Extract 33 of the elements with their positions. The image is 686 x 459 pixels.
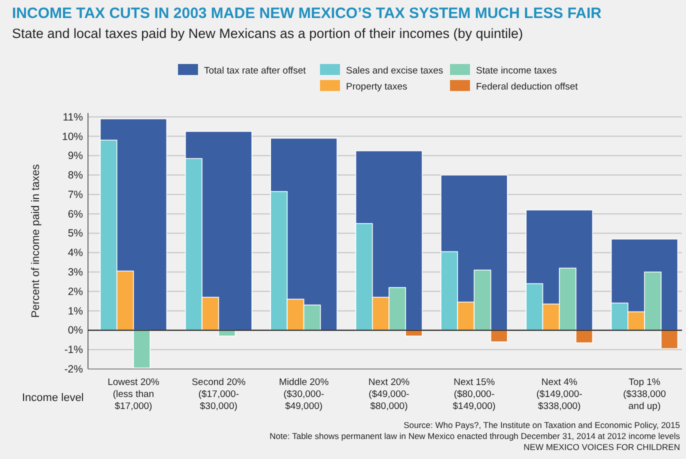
y-tick-label: 2% — [68, 286, 83, 298]
y-tick-label: 6% — [68, 208, 83, 220]
legend-label: Total tax rate after offset — [204, 66, 306, 76]
legend-label: Sales and excise taxes — [346, 66, 444, 76]
y-tick-label: -2% — [64, 364, 83, 376]
x-tick-label: Next 20% ($49,000- $80,000) — [368, 377, 410, 412]
legend-label: State income taxes — [476, 66, 558, 76]
y-tick-label: 4% — [68, 247, 83, 260]
x-tick-label: Second 20% ($17,000- $30,000) — [192, 377, 246, 412]
chart-title: INCOME TAX CUTS IN 2003 MADE NEW MEXICO’S TAX SYSTEM MUCH LESS FAIR — [12, 5, 602, 22]
x-tick-label: Next 15% ($80,000- $149,000) — [452, 377, 496, 412]
y-axis-title: Percent of income paid in taxes — [30, 164, 42, 318]
y-tick-label: 8% — [68, 170, 83, 182]
chart-subtitle: State and local taxes paid by New Mexicans as a portion of their incomes (by quintile) — [12, 26, 524, 41]
y-tick-label: 10% — [62, 130, 83, 143]
source-note: Source: Who Pays?, The Institute on Taxation and Economic Policy, 2015 — [404, 420, 680, 430]
legend-label: Property taxes — [346, 82, 408, 92]
text: NEW MEXICO VOICES FOR CHILDREN — [524, 442, 680, 452]
x-tick-label: Middle 20% ($30,000- $49,000) — [279, 377, 330, 412]
y-tick-label: 5% — [68, 228, 83, 240]
x-tick-label: Lowest 20% (less than $17,000) — [108, 377, 160, 412]
y-tick-label: 9% — [68, 150, 83, 162]
y-tick-label: 3% — [68, 266, 83, 279]
y-tick-label: 11% — [62, 111, 83, 124]
y-tick-label: -1% — [64, 344, 83, 356]
y-tick-label: 7% — [68, 188, 83, 201]
legend-label: Federal deduction offset — [476, 82, 578, 92]
x-tick-label: Top 1% ($338,000 and up) — [623, 377, 666, 412]
x-axis-title: Income level — [22, 392, 84, 404]
text: Note: Table shows permanent law in New Mexico enacted through December 31, 2014 at 2012 income levels — [270, 431, 680, 441]
y-tick-label: 1% — [68, 305, 83, 318]
x-tick-label: Next 4% ($149,000- $338,000) — [536, 377, 582, 412]
y-tick-label: 0% — [68, 324, 83, 337]
